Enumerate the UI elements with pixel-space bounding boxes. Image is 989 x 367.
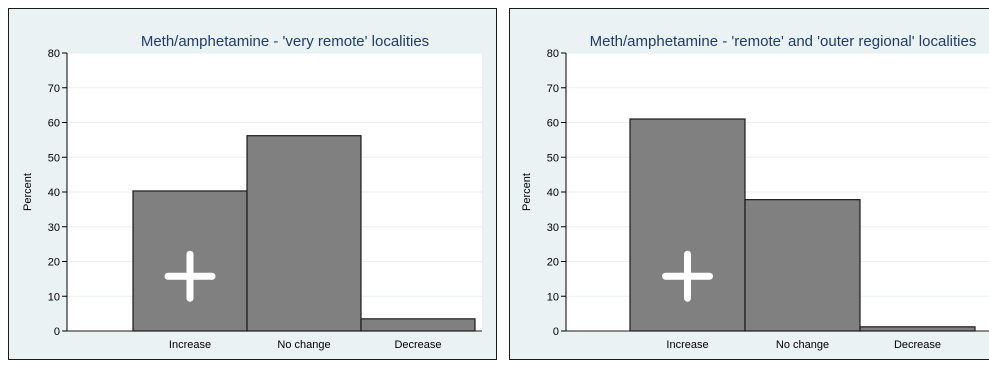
plus-icon xyxy=(662,250,713,302)
y-tick-label: 60 xyxy=(48,118,60,130)
y-tick-label: 50 xyxy=(48,152,60,164)
chart-svg-remote-outer-regional: Meth/amphetamine - 'remote' and 'outer r… xyxy=(521,33,989,351)
x-tick-label: Increase xyxy=(666,339,708,351)
y-tick-label: 50 xyxy=(547,152,559,164)
y-tick-label: 70 xyxy=(547,83,559,95)
y-tick-label: 10 xyxy=(547,291,559,303)
bar-decrease xyxy=(859,326,976,332)
plus-icon xyxy=(164,250,216,302)
x-tick-label: Decrease xyxy=(394,339,441,351)
chart-title: Meth/amphetamine - 'very remote' localit… xyxy=(141,33,429,50)
y-tick-label: 30 xyxy=(48,222,60,234)
x-tick-label: No change xyxy=(776,339,829,351)
bar-no-change xyxy=(246,135,362,332)
y-tick-label: 20 xyxy=(547,257,559,269)
y-tick-label: 0 xyxy=(54,326,60,338)
y-tick-label: 80 xyxy=(48,48,60,60)
y-tick-label: 20 xyxy=(48,257,60,269)
y-tick-label: 40 xyxy=(547,187,559,199)
x-tick-label: Increase xyxy=(169,339,211,351)
y-tick-label: 30 xyxy=(547,222,559,234)
chart-panel-very-remote: Meth/amphetamine - 'very remote' localit… xyxy=(8,8,497,360)
chart-panel-remote-outer-regional: Meth/amphetamine - 'remote' and 'outer r… xyxy=(509,8,989,360)
y-axis-label: Percent xyxy=(521,173,533,211)
x-tick-label: Decrease xyxy=(894,339,941,351)
y-tick-label: 60 xyxy=(547,118,559,130)
bar-decrease xyxy=(360,318,476,332)
y-tick-label: 0 xyxy=(553,326,559,338)
y-tick-label: 10 xyxy=(48,291,60,303)
chart-svg-very-remote: Meth/amphetamine - 'very remote' localit… xyxy=(22,33,482,351)
x-tick-label: No change xyxy=(277,339,330,351)
chart-title: Meth/amphetamine - 'remote' and 'outer r… xyxy=(590,33,977,50)
y-tick-label: 70 xyxy=(48,83,60,95)
bar-no-change xyxy=(744,199,861,332)
y-axis-label: Percent xyxy=(22,173,34,211)
y-tick-label: 80 xyxy=(547,48,559,60)
y-tick-label: 40 xyxy=(48,187,60,199)
